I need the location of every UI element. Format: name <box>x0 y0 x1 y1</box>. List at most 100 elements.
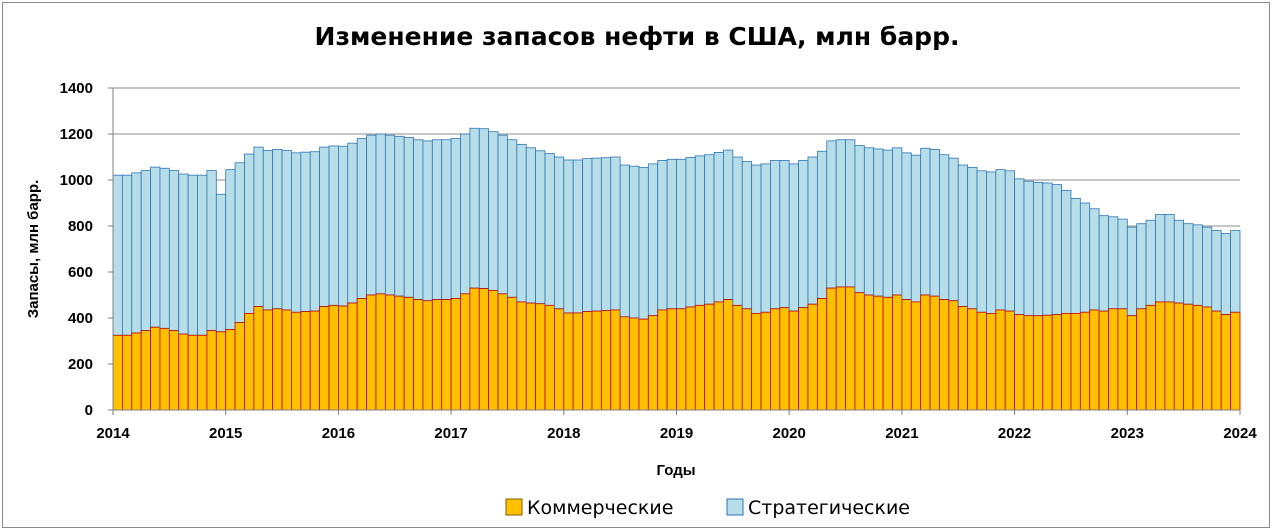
bar-strategic <box>995 169 1006 311</box>
bar-commercial <box>554 308 565 411</box>
bar-commercial <box>807 303 818 411</box>
x-tick-label: 2023 <box>1111 425 1144 442</box>
x-tick-label: 2018 <box>547 425 580 442</box>
bar-strategic <box>779 160 790 309</box>
bar-strategic <box>713 151 724 303</box>
bar-commercial <box>929 295 940 411</box>
bar-strategic <box>760 163 771 313</box>
bar-commercial <box>1126 315 1138 411</box>
bar-strategic <box>967 166 978 310</box>
bar-strategic <box>197 174 208 336</box>
bar-commercial <box>1220 314 1232 411</box>
bar-strategic <box>384 134 396 296</box>
bar-commercial <box>544 304 555 411</box>
bar-strategic <box>1070 197 1081 314</box>
bar-strategic <box>704 154 715 305</box>
bar-commercial <box>798 307 809 411</box>
legend-label-strategic: Стратегические <box>748 497 910 519</box>
bar-commercial <box>507 296 518 411</box>
bar-commercial <box>291 311 302 411</box>
bar-commercial <box>253 306 264 411</box>
bar-strategic <box>375 133 386 295</box>
bar-strategic <box>901 152 912 301</box>
bar-strategic <box>272 149 283 310</box>
bar-commercial <box>215 331 227 411</box>
bar-commercial <box>300 311 311 411</box>
bar-commercial <box>770 308 781 411</box>
bar-strategic <box>835 139 846 288</box>
y-tick-label: 400 <box>68 310 93 327</box>
bar-strategic <box>253 146 264 307</box>
bar-commercial <box>995 309 1006 411</box>
bar-commercial <box>394 295 405 411</box>
bar-commercial <box>535 303 546 411</box>
bar-strategic <box>394 135 405 297</box>
bar-strategic <box>929 149 940 297</box>
bar-strategic <box>826 140 837 289</box>
bar-commercial <box>1164 301 1175 411</box>
bar-strategic <box>1098 215 1109 312</box>
bar-commercial <box>610 309 621 411</box>
bar-strategic <box>1230 230 1241 313</box>
bar-commercial <box>413 299 424 411</box>
bar-strategic <box>159 167 170 329</box>
bar-commercial <box>647 315 659 411</box>
bar-strategic <box>441 139 452 301</box>
bar-strategic <box>1126 226 1138 317</box>
bar-strategic <box>845 139 856 288</box>
bar-commercial <box>1230 311 1241 411</box>
y-tick-label: 800 <box>68 218 93 235</box>
bar-strategic <box>112 174 123 336</box>
bar-commercial <box>1145 304 1156 411</box>
bar-commercial <box>225 329 236 411</box>
bar-strategic <box>863 147 875 296</box>
bar-strategic <box>882 149 893 298</box>
bar-commercial <box>1183 303 1194 411</box>
bar-strategic <box>478 128 490 289</box>
bars <box>112 127 1241 411</box>
x-tick-label: 2015 <box>209 425 242 442</box>
bar-strategic <box>225 169 236 330</box>
bar-commercial <box>694 304 706 411</box>
bar-commercial <box>159 327 170 411</box>
bar-commercial <box>178 333 189 411</box>
bar-strategic <box>610 156 621 311</box>
bar-strategic <box>957 164 969 307</box>
bar-commercial <box>657 309 668 411</box>
legend-swatch-strategic <box>726 498 744 516</box>
bar-strategic <box>535 150 546 305</box>
bar-strategic <box>291 152 302 313</box>
bar-strategic <box>629 165 640 319</box>
bar-strategic <box>319 146 330 307</box>
bar-strategic <box>413 139 424 301</box>
bar-strategic <box>554 156 565 310</box>
y-tick-label: 1400 <box>60 80 93 97</box>
bar-strategic <box>986 171 997 314</box>
x-tick-label: 2020 <box>773 425 806 442</box>
bar-strategic <box>1136 223 1147 310</box>
bar-strategic <box>281 150 292 311</box>
bar-commercial <box>816 298 828 411</box>
bar-strategic <box>572 159 583 314</box>
bar-commercial <box>1042 314 1053 411</box>
bar-strategic <box>976 170 987 313</box>
bar-strategic <box>676 158 687 310</box>
bar-commercial <box>901 299 912 411</box>
bar-strategic <box>1051 184 1062 315</box>
x-tick-label: 2019 <box>660 425 693 442</box>
bar-commercial <box>779 307 790 411</box>
bar-strategic <box>507 139 518 298</box>
x-tick-label: 2024 <box>1223 425 1257 442</box>
bar-strategic <box>582 158 593 312</box>
bar-strategic <box>488 131 499 291</box>
bar-strategic <box>431 139 443 301</box>
bar-strategic <box>1108 216 1119 310</box>
bar-commercial <box>262 309 274 411</box>
bar-commercial <box>1117 308 1128 411</box>
bar-strategic <box>694 155 706 306</box>
bar-commercial <box>319 306 330 411</box>
bar-strategic <box>131 172 142 334</box>
bar-strategic <box>234 162 245 324</box>
bar-commercial <box>525 302 537 411</box>
